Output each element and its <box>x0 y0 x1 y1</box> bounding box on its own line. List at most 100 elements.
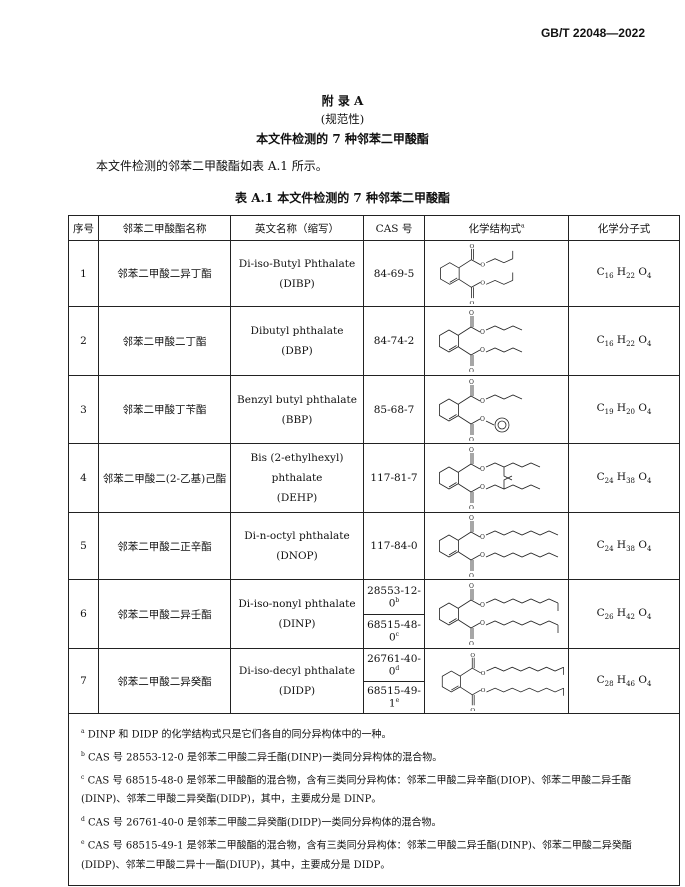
structure-cell: O O O O <box>424 240 569 307</box>
english-name: Di-n-octyl phthalate (DNOP) <box>230 512 364 580</box>
table-row-sub: 68515-48-0c <box>69 613 680 649</box>
molecular-formula: C24 H38 O4 <box>568 443 680 513</box>
header-no: 序号 <box>68 215 99 241</box>
svg-text:O: O <box>469 447 474 454</box>
svg-text:O: O <box>469 244 474 250</box>
table-header-row: 序号 邻苯二甲酸酯名称 英文名称（缩写） CAS 号 化学结构式a 化学分子式 <box>68 215 680 241</box>
svg-text:O: O <box>469 301 474 304</box>
svg-text:O: O <box>469 641 474 645</box>
structure-cell: O O O O <box>424 443 569 513</box>
svg-text:O: O <box>469 310 474 317</box>
svg-text:O: O <box>469 573 474 577</box>
svg-text:O: O <box>469 515 474 522</box>
svg-text:O: O <box>480 280 485 286</box>
svg-text:O: O <box>469 437 474 441</box>
table-caption: 表 A.1 本文件检测的 7 种邻苯二甲酸酯 <box>235 191 450 205</box>
table-row: 1 邻苯二甲酸二异丁酯 Di-iso-Butyl Phthalate (DIBP)… <box>68 240 680 307</box>
structure-cell: O O O O <box>424 375 569 444</box>
english-name: Dibutyl phthalate (DBP) <box>230 306 364 376</box>
footnotes: a DINP 和 DIDP 的化学结构式只是它们各自的同分异构体中的一种。 b C… <box>68 712 680 887</box>
row-number: 5 <box>68 512 99 580</box>
appendix-title: 附 录 A <box>321 94 364 108</box>
english-name: Di-iso-decyl phthalate (DIDP) <box>230 648 364 714</box>
row-number: 6 <box>68 579 99 649</box>
svg-text:O: O <box>469 379 474 386</box>
structure-cell: O O O O <box>424 648 569 714</box>
chinese-name: 邻苯二甲酸二(2-乙基)己酯 <box>98 443 231 513</box>
svg-text:O: O <box>480 398 485 405</box>
table-row: 3 邻苯二甲酸丁苄酯 Benzyl butyl phthalate (BBP) 8… <box>68 375 680 444</box>
cas-number: 84-69-5 <box>363 240 425 307</box>
table-row: 4 邻苯二甲酸二(2-乙基)己酯 Bis (2-ethylhexyl) phth… <box>68 443 680 513</box>
chemical-structure-icon: O O O O <box>439 244 513 304</box>
svg-text:O: O <box>470 652 475 658</box>
svg-text:O: O <box>480 263 485 269</box>
appendix-heading: 本文件检测的 7 种邻苯二甲酸酯 <box>256 132 429 146</box>
footnote: e CAS 号 68515-49-1 是邻苯二甲酸酯的混合物，含有三类同分异构体… <box>81 838 632 871</box>
header-formula: 化学分子式 <box>568 215 680 241</box>
cas-number: 84-74-2 <box>363 306 425 376</box>
svg-text:O: O <box>469 368 474 372</box>
chinese-name: 邻苯二甲酸二正辛酯 <box>98 512 231 580</box>
svg-text:O: O <box>480 484 485 491</box>
intro-text: 本文件检测的邻苯二甲酸酯如表 A.1 所示。 <box>96 159 328 173</box>
cas-number: 85-68-7 <box>363 375 425 444</box>
row-number: 3 <box>68 375 99 444</box>
svg-text:O: O <box>470 707 475 710</box>
svg-text:O: O <box>480 620 485 627</box>
chemical-structure-icon: O O O O <box>438 583 558 645</box>
svg-text:O: O <box>480 347 485 354</box>
appendix-type: (规范性) <box>320 112 365 126</box>
svg-text:O: O <box>480 534 485 541</box>
structure-cell: O O O O <box>424 579 569 649</box>
table-row: 7 邻苯二甲酸二异癸酯 Di-iso-decyl phthalate (DIDP)… <box>68 648 680 714</box>
svg-text:O: O <box>480 416 485 423</box>
footnote: a DINP 和 DIDP 的化学结构式只是它们各自的同分异构体中的一种。 <box>81 728 392 741</box>
svg-text:O: O <box>480 552 485 559</box>
header-structure: 化学结构式a <box>424 215 569 241</box>
chinese-name: 邻苯二甲酸二丁酯 <box>98 306 231 376</box>
standard-number: GB/T 22048—2022 <box>540 26 645 40</box>
molecular-formula: C16 H22 O4 <box>568 240 680 307</box>
svg-text:O: O <box>469 505 474 509</box>
svg-text:O: O <box>480 670 485 676</box>
svg-text:O: O <box>469 583 474 590</box>
molecular-formula: C28 H46 O4 <box>568 648 680 714</box>
row-number: 7 <box>68 648 99 714</box>
cas-number: 68515-48-0c <box>363 613 425 649</box>
cas-number: 68515-49-1e <box>363 680 425 714</box>
row-number: 2 <box>68 306 99 376</box>
english-name: Bis (2-ethylhexyl) phthalate (DEHP) <box>230 443 364 513</box>
english-name: Di-iso-nonyl phthalate (DINP) <box>230 579 364 649</box>
header-cn-name: 邻苯二甲酸酯名称 <box>98 215 231 241</box>
svg-text:O: O <box>480 687 485 693</box>
table-row: 2 邻苯二甲酸二丁酯 Dibutyl phthalate (DBP) 84-74-… <box>68 306 680 376</box>
chinese-name: 邻苯二甲酸二异丁酯 <box>98 240 231 307</box>
chemical-structure-icon: O O O O <box>438 447 540 509</box>
table-row: 5 邻苯二甲酸二正辛酯 Di-n-octyl phthalate (DNOP) 1… <box>68 512 680 580</box>
header-cas: CAS 号 <box>363 215 425 241</box>
cas-number: 26761-40-0d <box>363 648 425 682</box>
english-name: Benzyl butyl phthalate (BBP) <box>230 375 364 444</box>
row-number: 4 <box>68 443 99 513</box>
table-row: 6 邻苯二甲酸二异壬酯 Di-iso-nonyl phthalate (DINP)… <box>68 579 680 649</box>
svg-text:O: O <box>480 329 485 336</box>
chinese-name: 邻苯二甲酸二异癸酯 <box>98 648 231 714</box>
table-row-sub: 68515-49-1e <box>69 680 680 714</box>
phthalate-table: 序号 邻苯二甲酸酯名称 英文名称（缩写） CAS 号 化学结构式a 化学分子式 … <box>68 215 680 887</box>
footnote: d CAS 号 26761-40-0 是邻苯二甲酸二异癸酯(DIDP)一类同分异… <box>81 815 442 829</box>
chemical-structure-icon: O O O O <box>441 652 564 711</box>
cas-number: 117-84-0 <box>363 512 425 580</box>
english-name: Di-iso-Butyl Phthalate (DIBP) <box>230 240 364 307</box>
header-en-name: 英文名称（缩写） <box>230 215 364 241</box>
structure-cell: O O O O <box>424 512 569 580</box>
chinese-name: 邻苯二甲酸二异壬酯 <box>98 579 231 649</box>
footnote: c CAS 号 68515-48-0 是邻苯二甲酸酯的混合物，含有三类同分异构体… <box>81 773 632 806</box>
structure-cell: O O O O <box>424 306 569 376</box>
chemical-structure-icon: O O O O <box>438 379 522 441</box>
cas-number: 117-81-7 <box>363 443 425 513</box>
chemical-structure-icon: O O O O <box>438 515 558 577</box>
chinese-name: 邻苯二甲酸丁苄酯 <box>98 375 231 444</box>
molecular-formula: C26 H42 O4 <box>568 579 680 649</box>
molecular-formula: C24 H38 O4 <box>568 512 680 580</box>
